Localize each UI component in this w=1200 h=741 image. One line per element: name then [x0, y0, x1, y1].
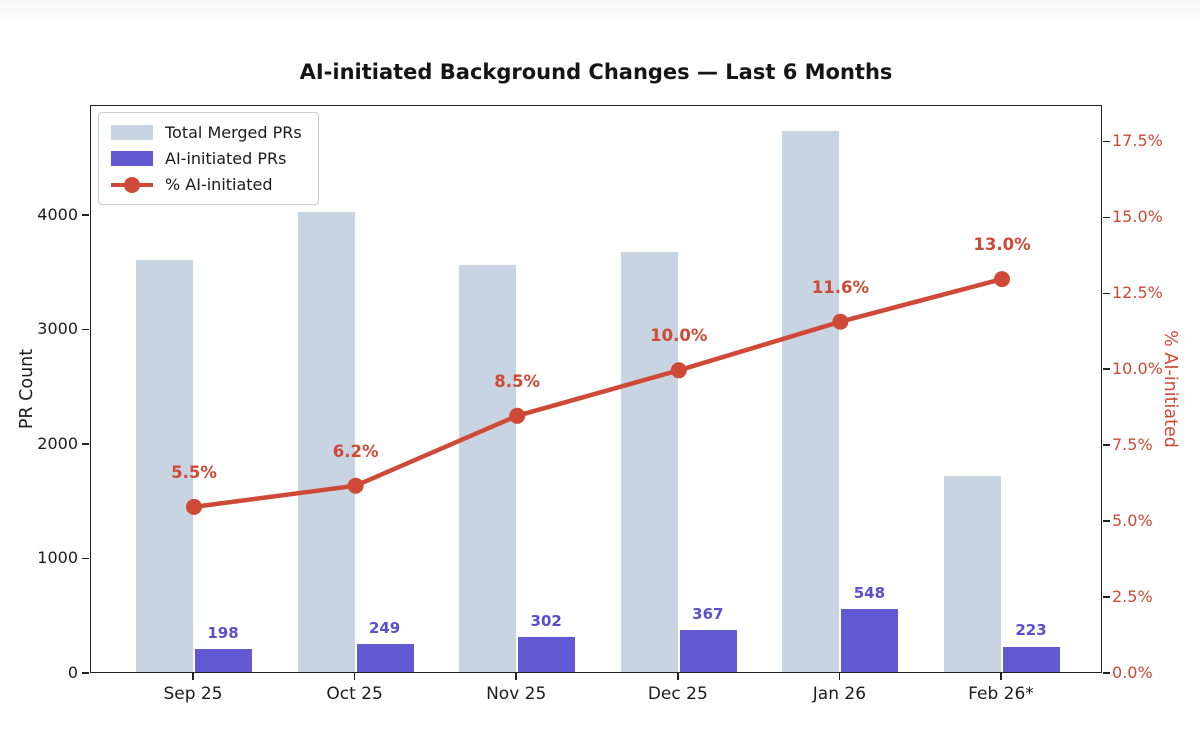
- percent-point-label: 5.5%: [171, 462, 217, 482]
- page-top-gradient: [0, 0, 1200, 26]
- ai-bar-value-label: 548: [853, 584, 886, 603]
- left-tick-label: 4000: [37, 204, 78, 224]
- x-tick-label: Oct 25: [326, 684, 383, 704]
- right-axis-title: % AI-initiated: [1160, 330, 1180, 448]
- left-axis-title: PR Count: [17, 348, 37, 430]
- total-merged-prs-bar: [297, 212, 355, 672]
- ai-initiated-prs-bar: [518, 637, 576, 672]
- right-tick-mark: [1103, 140, 1110, 143]
- left-tick-mark: [82, 328, 89, 331]
- right-tick-label: 15.0%: [1112, 207, 1163, 227]
- legend: Total Merged PRs AI-initiated PRs % AI-i…: [98, 112, 319, 205]
- right-tick-label: 5.0%: [1112, 511, 1153, 531]
- left-tick-label: 0: [67, 663, 78, 682]
- percent-line-marker: [832, 313, 849, 330]
- legend-label-total-merged-prs: Total Merged PRs: [165, 123, 302, 142]
- percent-ai-line: [193, 276, 1003, 510]
- ai-initiated-prs-bar: [1003, 646, 1060, 672]
- right-tick-label: 2.5%: [1112, 587, 1153, 607]
- total-merged-prs-bar: [782, 131, 840, 672]
- ai-initiated-prs-bar: [195, 649, 252, 672]
- bars-layer: 198 249 302 367 548 223: [91, 106, 1101, 672]
- left-tick-mark: [82, 557, 89, 560]
- percent-point-label: 13.0%: [973, 235, 1031, 255]
- ai-initiated-prs-bar: [679, 630, 737, 672]
- left-tick-label: 3000: [37, 319, 78, 339]
- right-tick-label: 17.5%: [1112, 131, 1163, 151]
- percent-line-marker: [347, 477, 364, 494]
- legend-swatch-total-merged-prs: [111, 125, 153, 140]
- legend-line-marker-icon: [111, 176, 153, 193]
- x-tick-mark: [838, 673, 841, 680]
- right-tick-mark: [1103, 216, 1110, 219]
- ai-bar-value-label: 249: [368, 618, 401, 637]
- ai-bar-value-label: 367: [692, 604, 724, 623]
- x-tick-mark: [1000, 673, 1002, 680]
- legend-item-ai-initiated-prs: AI-initiated PRs: [111, 150, 302, 167]
- percent-line-marker: [509, 407, 526, 424]
- legend-label-ai-initiated-prs: AI-initiated PRs: [165, 149, 287, 168]
- percent-line-layer: [186, 271, 1010, 515]
- right-tick-label: 7.5%: [1112, 435, 1153, 455]
- total-merged-prs-bar: [459, 265, 517, 672]
- left-tick-mark: [82, 443, 89, 445]
- x-tick-label: Feb 26*: [968, 684, 1034, 704]
- x-tick-mark: [677, 673, 679, 680]
- ai-bar-value-label: 198: [207, 624, 239, 643]
- legend-item-percent-ai-initiated: % AI-initiated: [111, 176, 302, 193]
- percent-point-label: 8.5%: [494, 371, 541, 391]
- left-tick-mark: [82, 214, 89, 216]
- right-tick-mark: [1103, 596, 1110, 598]
- legend-swatch-ai-initiated-prs: [111, 151, 153, 166]
- left-tick-label: 1000: [37, 548, 78, 568]
- total-merged-prs-bar: [944, 475, 1001, 672]
- x-tick-label: Sep 25: [163, 684, 223, 704]
- ai-bar-value-label: 302: [530, 612, 562, 631]
- percent-line-marker: [186, 498, 202, 515]
- x-tick-mark: [515, 673, 517, 680]
- right-tick-mark: [1103, 444, 1110, 446]
- right-tick-mark: [1103, 672, 1110, 674]
- percent-point-label: 6.2%: [332, 441, 379, 461]
- legend-label-percent-ai-initiated: % AI-initiated: [165, 175, 273, 194]
- ai-bar-value-label: 223: [1015, 621, 1047, 640]
- left-tick-mark: [82, 672, 89, 674]
- right-tick-label: 12.5%: [1112, 283, 1163, 303]
- x-tick-mark: [192, 673, 194, 680]
- right-tick-mark: [1103, 292, 1110, 295]
- percent-line-marker: [670, 362, 687, 379]
- percent-point-label: 10.0%: [650, 326, 708, 346]
- right-tick-mark: [1103, 520, 1110, 522]
- ai-initiated-prs-bar: [356, 643, 414, 672]
- legend-item-total-merged-prs: Total Merged PRs: [111, 124, 302, 141]
- total-merged-prs-bar: [620, 251, 678, 672]
- left-tick-label: 2000: [37, 433, 78, 453]
- ai-initiated-prs-bar: [841, 609, 899, 672]
- right-tick-label: 10.0%: [1112, 359, 1163, 379]
- percent-point-labels: 5.5% 6.2% 8.5% 10.0% 11.6% 13.0%: [91, 106, 1101, 672]
- right-tick-label: 0.0%: [1112, 663, 1153, 682]
- percent-point-label: 11.6%: [811, 277, 870, 297]
- percent-line-marker: [994, 271, 1010, 288]
- right-tick-mark: [1103, 368, 1110, 371]
- x-tick-label: Nov 25: [486, 684, 547, 704]
- total-merged-prs-bar: [136, 259, 193, 672]
- x-tick-label: Dec 25: [647, 684, 708, 704]
- chart-title: AI-initiated Background Changes — Last 6…: [299, 60, 893, 84]
- x-tick-mark: [353, 673, 356, 680]
- legend-line-dot: [124, 176, 140, 193]
- x-tick-label: Jan 26: [812, 684, 867, 704]
